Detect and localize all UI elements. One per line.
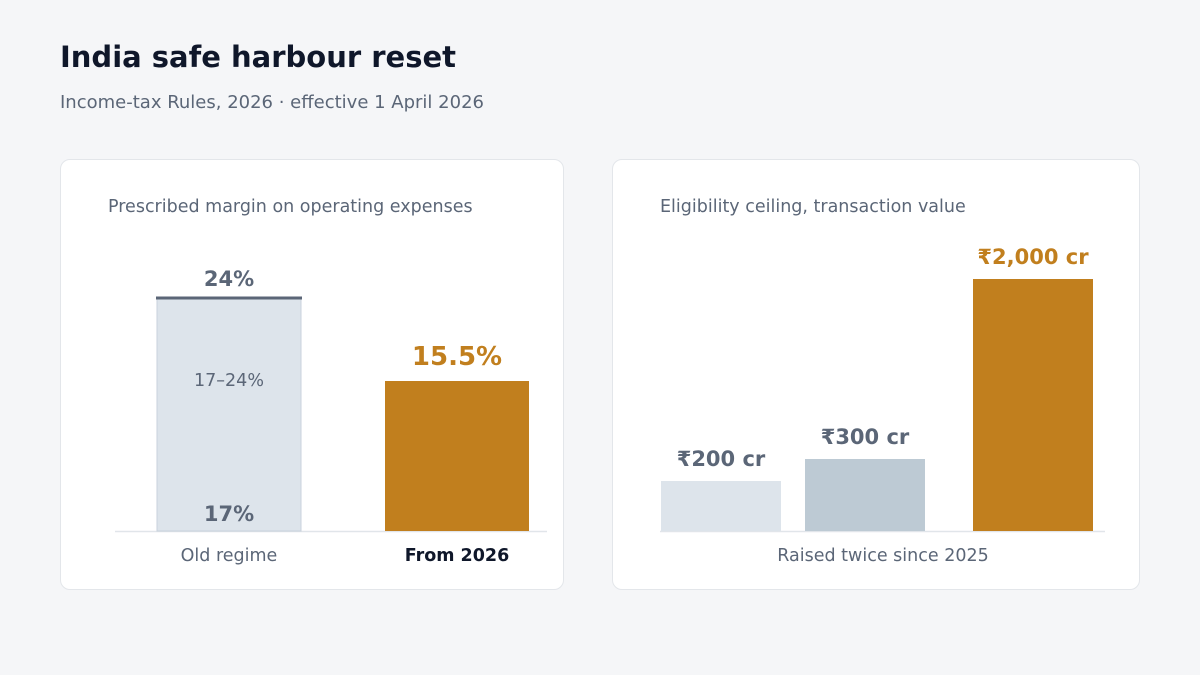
value-label-2000: ₹2,000 cr (977, 245, 1089, 269)
ceiling-chart-title: Eligibility ceiling, transaction value (660, 197, 966, 217)
value-label-from-2026: 15.5% (412, 342, 502, 372)
x-axis-label: Raised twice since 2025 (777, 546, 988, 566)
value-label-200: ₹200 cr (677, 447, 766, 471)
bar-ceiling-300 (805, 459, 925, 531)
page-title: India safe harbour reset (60, 40, 457, 74)
ceiling-chart: ₹200 cr ₹300 cr ₹2,000 cr Raised twice sinc… (660, 245, 1105, 566)
margin-chart-card: Prescribed margin on operating expenses … (60, 159, 564, 590)
category-label-old-regime: Old regime (181, 546, 278, 566)
bar-ceiling-2000 (973, 279, 1093, 531)
margin-chart: 24% 17–24% 17% Old regime 15.5% From 2026 (115, 267, 547, 566)
page-subtitle: Income-tax Rules, 2026 · effective 1 Apr… (60, 92, 484, 113)
bar-old-regime (156, 297, 302, 532)
ceiling-chart-card: Eligibility ceiling, transaction value ₹… (612, 159, 1140, 590)
range-label: 17–24% (194, 371, 264, 391)
value-label-300: ₹300 cr (821, 425, 910, 449)
bar-from-2026 (385, 381, 529, 531)
range-min-label: 17% (204, 502, 254, 526)
range-max-label: 24% (204, 267, 254, 291)
bar-ceiling-200 (661, 481, 781, 531)
margin-chart-title: Prescribed margin on operating expenses (108, 197, 473, 217)
category-label-from-2026: From 2026 (405, 546, 510, 566)
